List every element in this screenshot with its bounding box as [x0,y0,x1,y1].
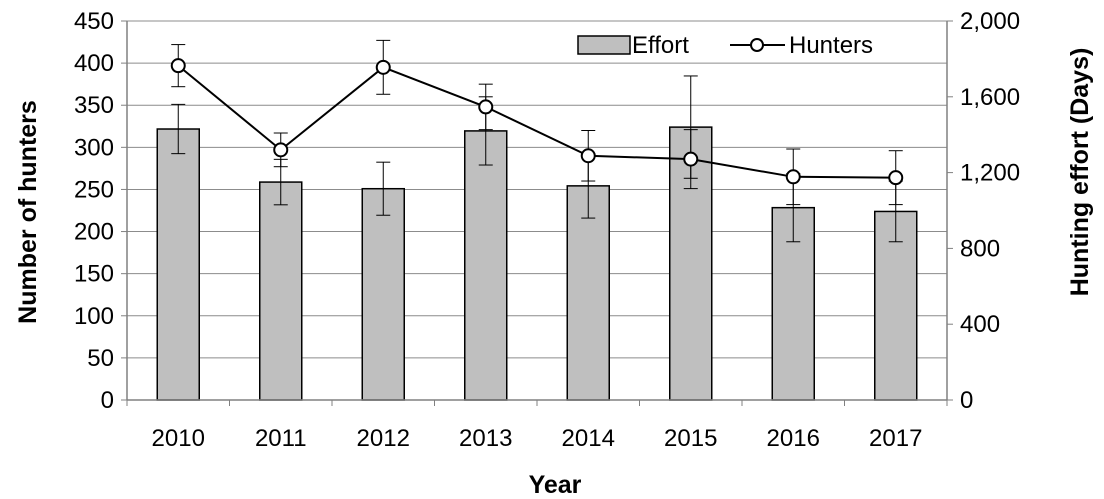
effort-bar [464,130,508,401]
legend: Effort Hunters [577,32,873,59]
axes [121,20,953,406]
gridlines [127,20,947,359]
hunters-point [478,99,494,115]
y-tick-label: 50 [87,345,114,372]
x-tick-label: 2010 [152,425,205,452]
x-tick-label: 2012 [357,425,410,452]
effort-bar [259,181,303,401]
legend-effort-swatch [577,35,631,55]
y2-tick-label: 1,600 [960,84,1020,111]
x-tick-label: 2017 [869,425,922,452]
y-tick-label: 150 [74,261,114,288]
effort-bar [566,185,610,401]
hunters-point [580,148,596,164]
effort-bars [156,126,918,401]
y-tick-label: 400 [74,50,114,77]
y2-tick-label: 1,200 [960,160,1020,187]
x-tick-label: 2015 [664,425,717,452]
legend-hunters-label: Hunters [789,32,873,59]
x-tick-label: 2011 [255,425,307,452]
hunters-series-line [177,64,896,179]
y-tick-label: 300 [74,134,114,161]
hunters-point [785,169,801,185]
hunters-point [683,151,699,167]
tick-labels: 0 50 100 150 200 250 300 350 400 450 0 400 800 1,200 1… [74,8,1020,452]
y2-tick-label: 800 [960,235,1000,262]
legend-hunters-marker [750,38,764,52]
y2-tick-label: 0 [960,387,973,414]
y-axis-title: Number of hunters [14,100,42,324]
hunters-point [170,58,186,74]
y-tick-label: 100 [74,303,114,330]
y-tick-label: 200 [74,219,114,246]
hunters-point [375,59,391,75]
y-tick-label: 350 [74,92,114,119]
y-tick-label: 450 [74,8,114,35]
y2-axis-title: Hunting effort (Days) [1066,48,1094,297]
x-axis-title: Year [529,471,582,499]
x-tick-label: 2014 [562,425,615,452]
y2-tick-label: 400 [960,311,1000,338]
legend-effort-label: Effort [632,32,689,59]
effort-bar [361,187,405,401]
y-tick-label: 0 [101,387,114,414]
x-tick-label: 2016 [767,425,820,452]
effort-bar [156,128,200,401]
hunters-line [170,58,904,186]
hunters-point [888,170,904,186]
x-tick-label: 2013 [459,425,512,452]
y2-tick-label: 2,000 [960,8,1020,35]
y-tick-label: 250 [74,176,114,203]
hunters-point [273,142,289,158]
